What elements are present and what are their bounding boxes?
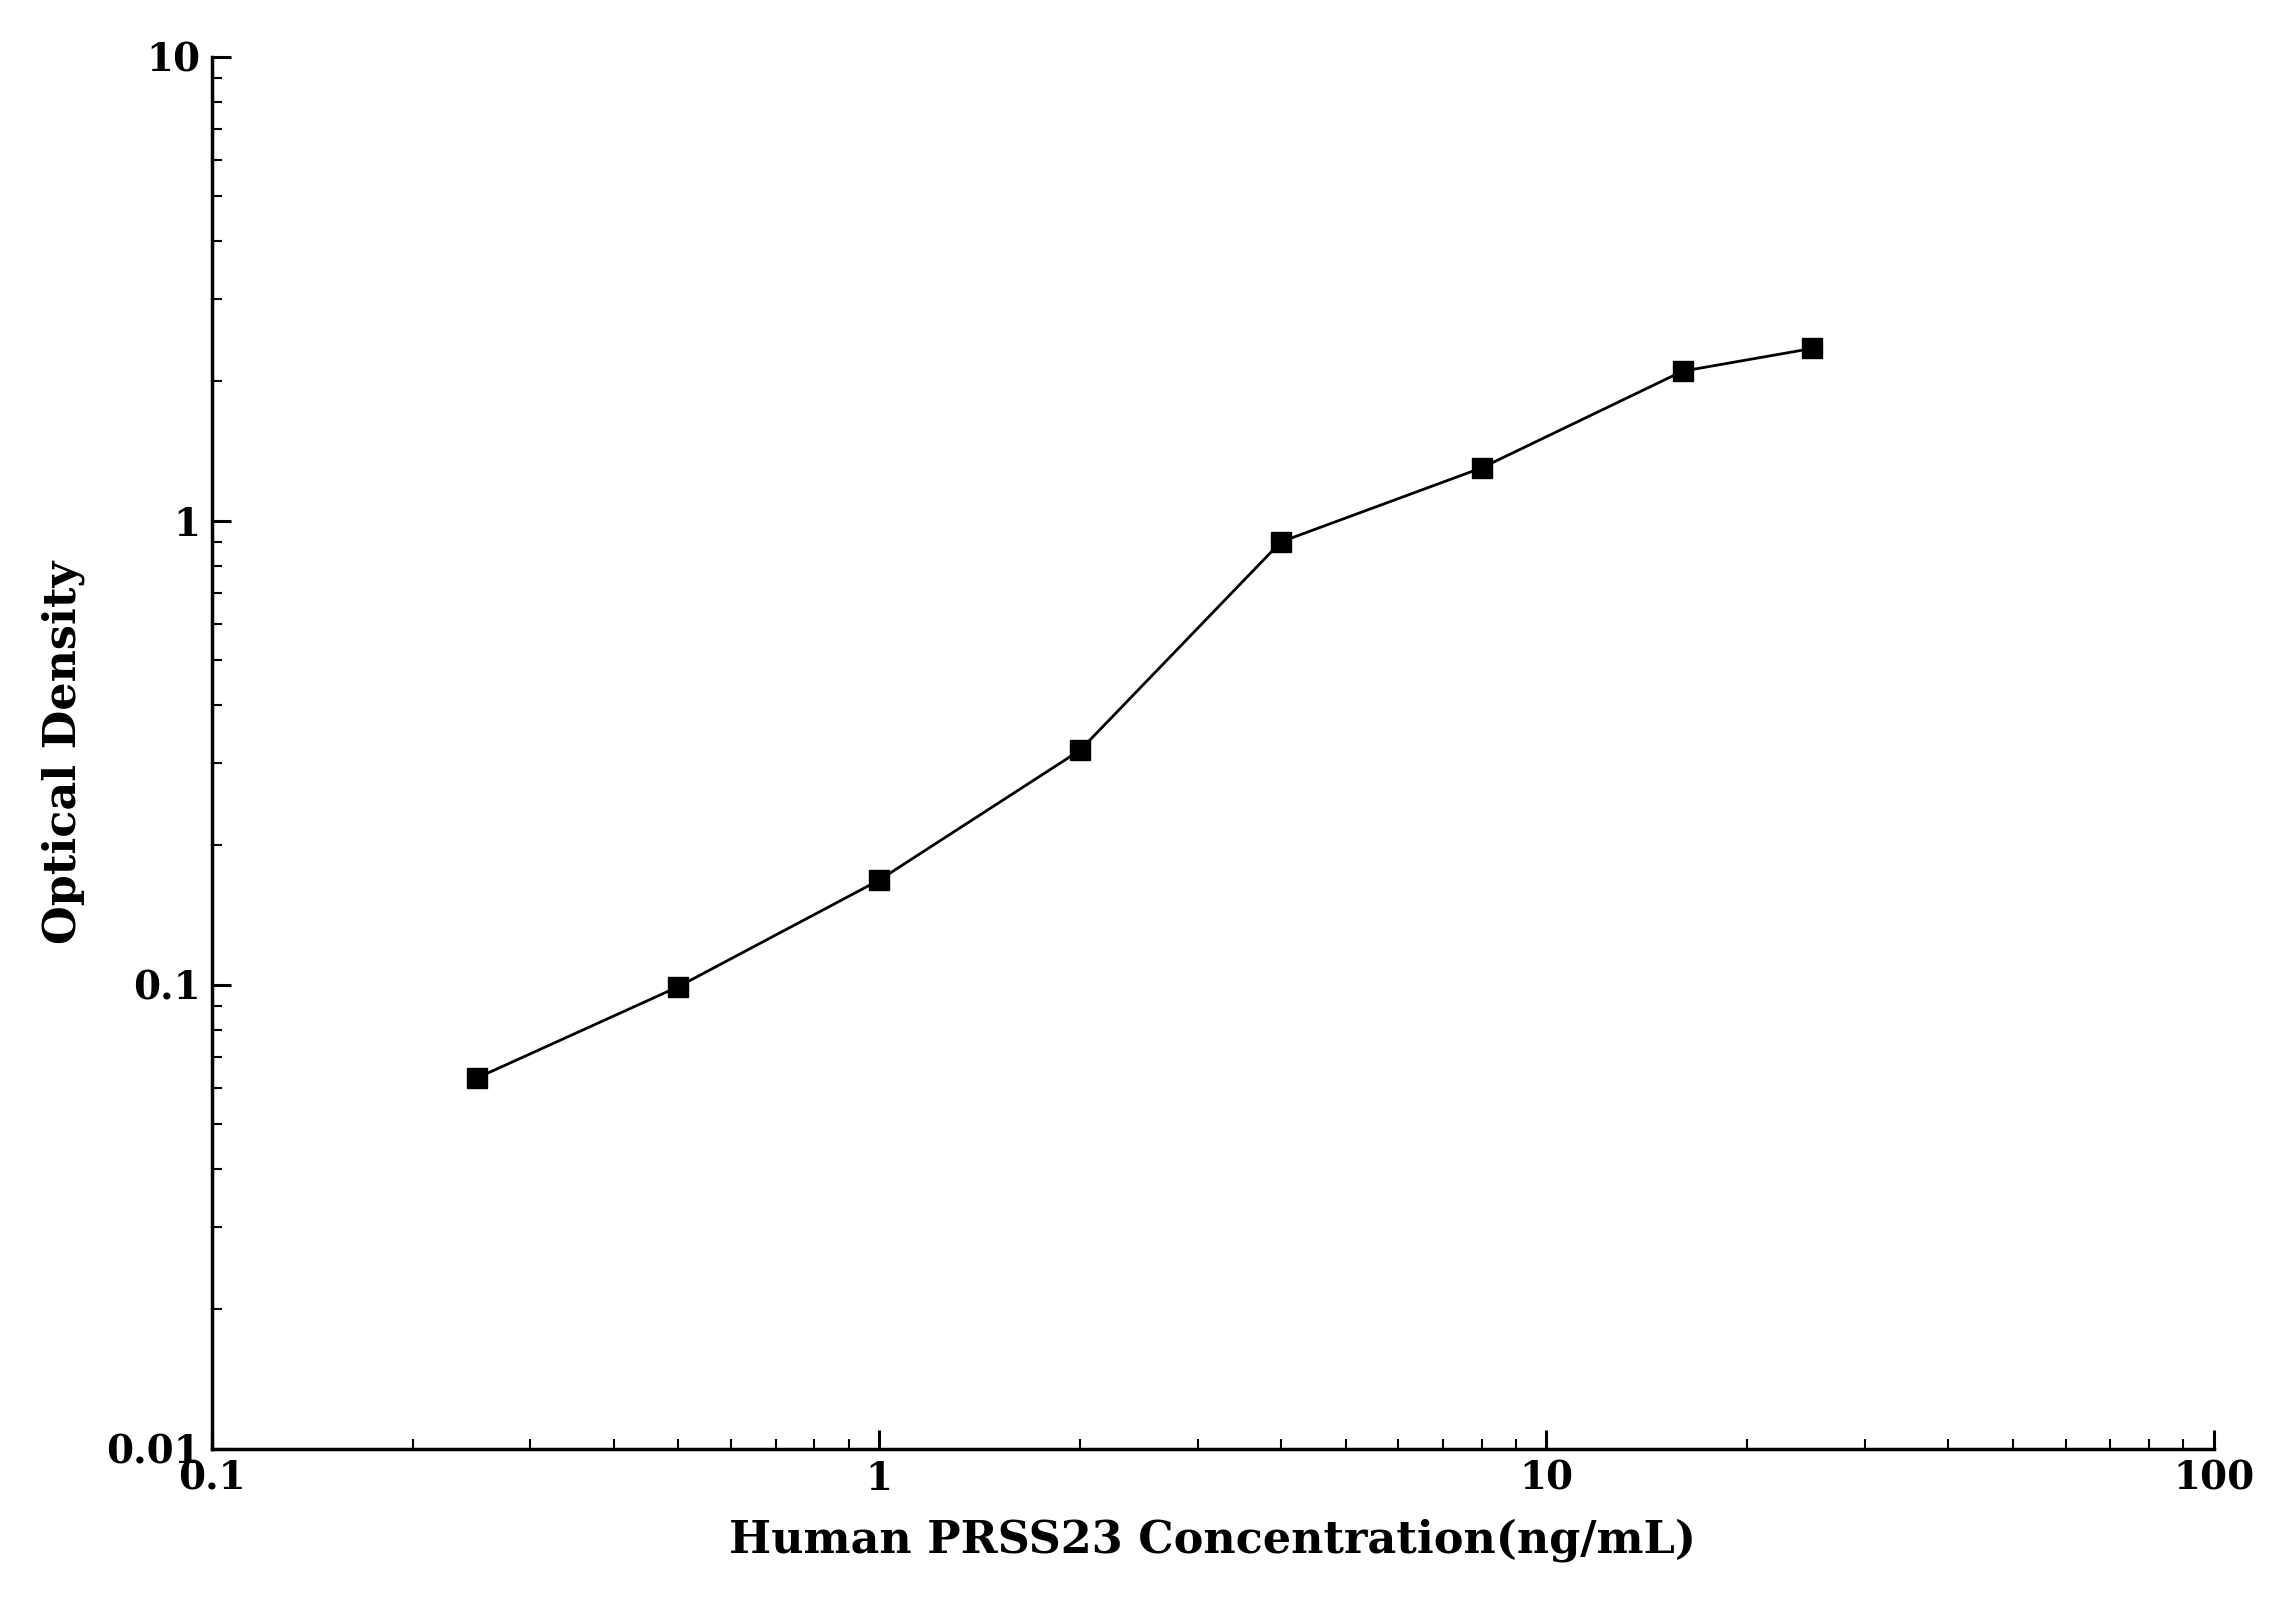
X-axis label: Human PRSS23 Concentration(ng/mL): Human PRSS23 Concentration(ng/mL) (730, 1519, 1697, 1562)
Y-axis label: Optical Density: Optical Density (41, 561, 85, 945)
